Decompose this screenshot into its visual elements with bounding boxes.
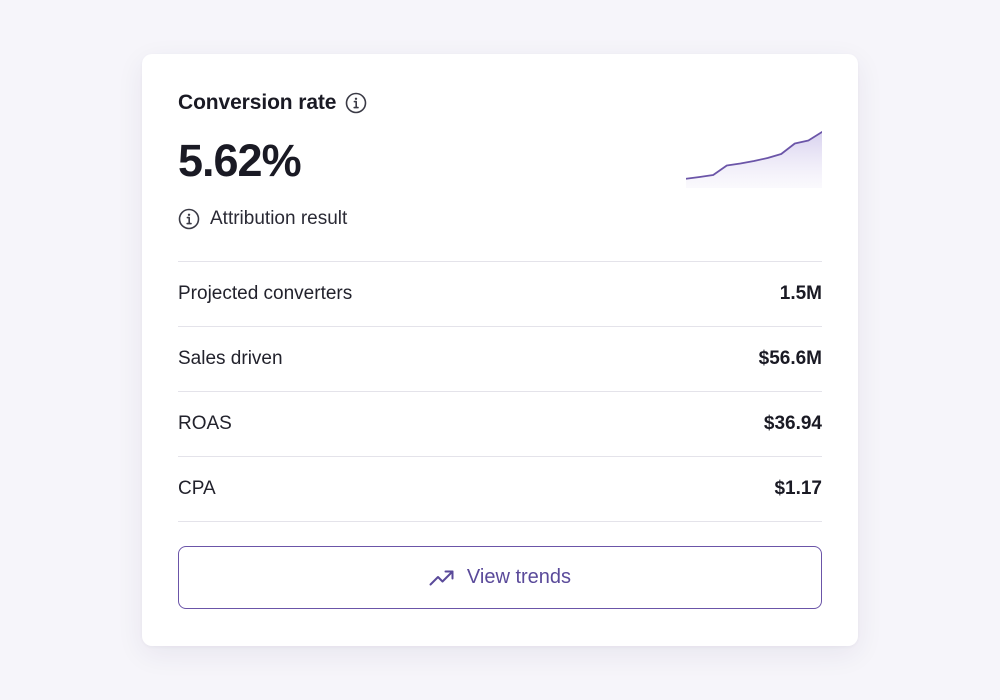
metric-value: $36.94 — [763, 413, 822, 434]
metric-row-projected-converters: Projected converters 1.5M — [178, 262, 822, 327]
attribution-row: Attribution result — [178, 208, 347, 230]
metric-value: 1.5M — [779, 283, 822, 304]
sparkline-line — [686, 131, 822, 180]
card-header: Conversion rate 5.62% Attribution result — [178, 54, 822, 261]
info-icon[interactable] — [345, 92, 367, 114]
metric-row-cpa: CPA $1.17 — [178, 457, 822, 522]
sparkline-chart — [686, 131, 822, 188]
sparkline-area — [686, 132, 822, 188]
metric-value: $1.17 — [774, 478, 822, 499]
title-row: Conversion rate — [178, 91, 367, 115]
view-trends-label: View trends — [466, 566, 572, 588]
metric-row-sales-driven: Sales driven $56.6M — [178, 327, 822, 392]
card-title: Conversion rate — [178, 91, 337, 114]
conversion-rate-card: Conversion rate 5.62% Attribution result — [142, 54, 858, 646]
view-trends-button[interactable]: View trends — [178, 546, 822, 609]
metric-label: Projected converters — [178, 283, 353, 304]
trending-up-icon — [429, 569, 455, 587]
metric-label: Sales driven — [178, 348, 283, 369]
metric-label: CPA — [178, 478, 216, 499]
metric-row-roas: ROAS $36.94 — [178, 392, 822, 457]
info-icon[interactable] — [178, 208, 200, 230]
metric-label: ROAS — [178, 413, 232, 434]
metric-value: $56.6M — [758, 348, 822, 369]
attribution-label: Attribution result — [210, 208, 348, 229]
divider — [178, 261, 822, 262]
conversion-rate-value: 5.62% — [178, 135, 302, 186]
